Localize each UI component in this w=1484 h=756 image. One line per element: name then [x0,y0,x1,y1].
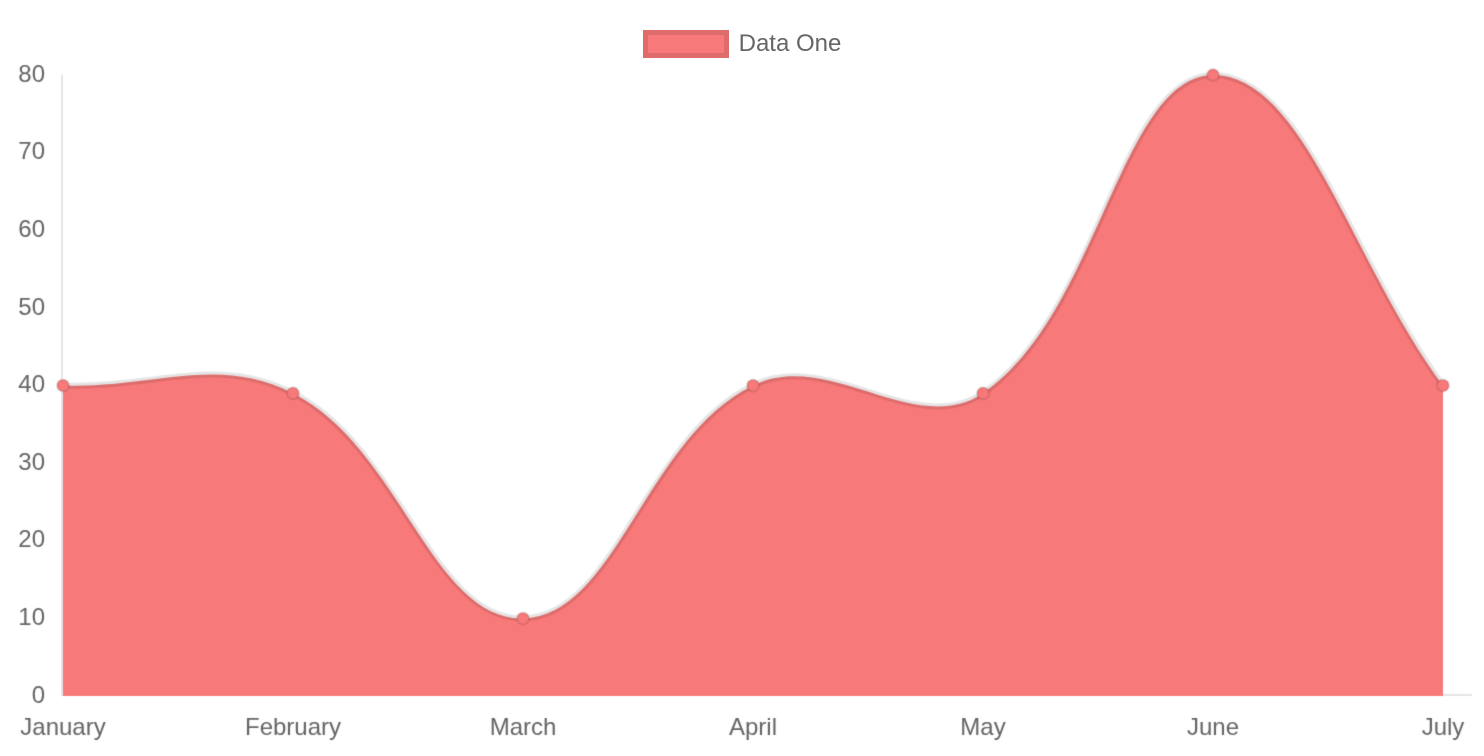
chart-legend: Data One [0,30,1484,58]
legend-label: Data One [738,30,842,57]
legend-swatch [642,30,729,58]
legend-item-data-one[interactable]: Data One [642,30,842,58]
